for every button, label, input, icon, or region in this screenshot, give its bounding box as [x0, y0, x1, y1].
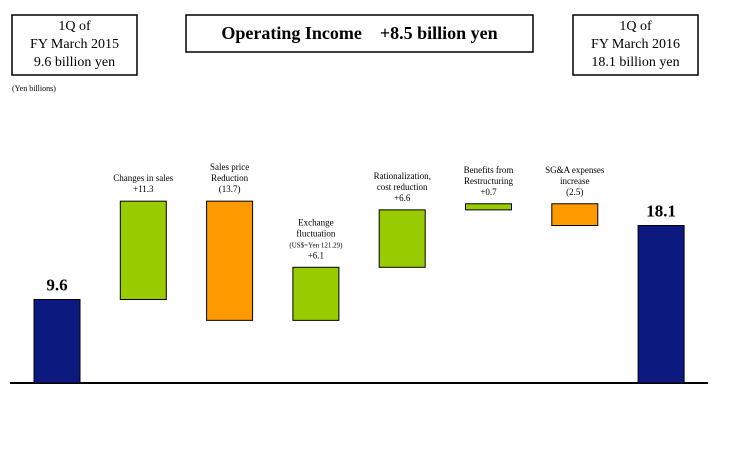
bar: [206, 200, 254, 321]
category-label: Exchange: [298, 217, 333, 227]
value-label: 18.1: [646, 202, 676, 221]
left-box-line: 1Q of: [58, 19, 91, 34]
bar: [465, 203, 512, 211]
value-label: +0.7: [480, 187, 497, 197]
category-label: Changes in sales: [113, 173, 173, 183]
bar: [292, 266, 340, 321]
category-label: fluctuation: [296, 228, 335, 238]
right-box-line: 1Q of: [619, 19, 652, 34]
title-box: [185, 14, 534, 53]
category-label: SG&A expenses: [545, 165, 605, 175]
left-box-line: FY March 2015: [30, 37, 119, 52]
category-label: Sales price: [210, 162, 249, 172]
bar: [33, 298, 81, 384]
category-label: Restructuring: [464, 176, 513, 186]
category-label: Benefits from: [464, 165, 514, 175]
right-box-line: FY March 2016: [591, 37, 680, 52]
bar: [119, 200, 167, 300]
value-label: +11.3: [133, 184, 154, 194]
value-label: (2.5): [566, 187, 583, 197]
unit-label: (Yen billions): [12, 84, 56, 93]
left-box: [11, 14, 138, 76]
right-box: [572, 14, 699, 76]
value-label: (13.7): [219, 184, 241, 194]
value-label: +6.1: [308, 250, 324, 260]
bar: [378, 209, 426, 268]
value-label: 9.6: [46, 275, 67, 294]
chart-title: Operating Income +8.5 billion yen: [221, 23, 497, 43]
bar: [551, 203, 599, 227]
left-box-line: 9.6 billion yen: [34, 55, 115, 70]
note: (US$=Yen 121.29): [289, 241, 343, 249]
value-label: +6.6: [394, 193, 411, 203]
right-box-line: 18.1 billion yen: [591, 55, 679, 70]
category-label: cost reduction: [377, 182, 428, 192]
category-label: Reduction: [211, 173, 248, 183]
bar: [637, 225, 685, 384]
category-label: Rationalization,: [374, 171, 431, 181]
category-label: increase: [560, 176, 589, 186]
